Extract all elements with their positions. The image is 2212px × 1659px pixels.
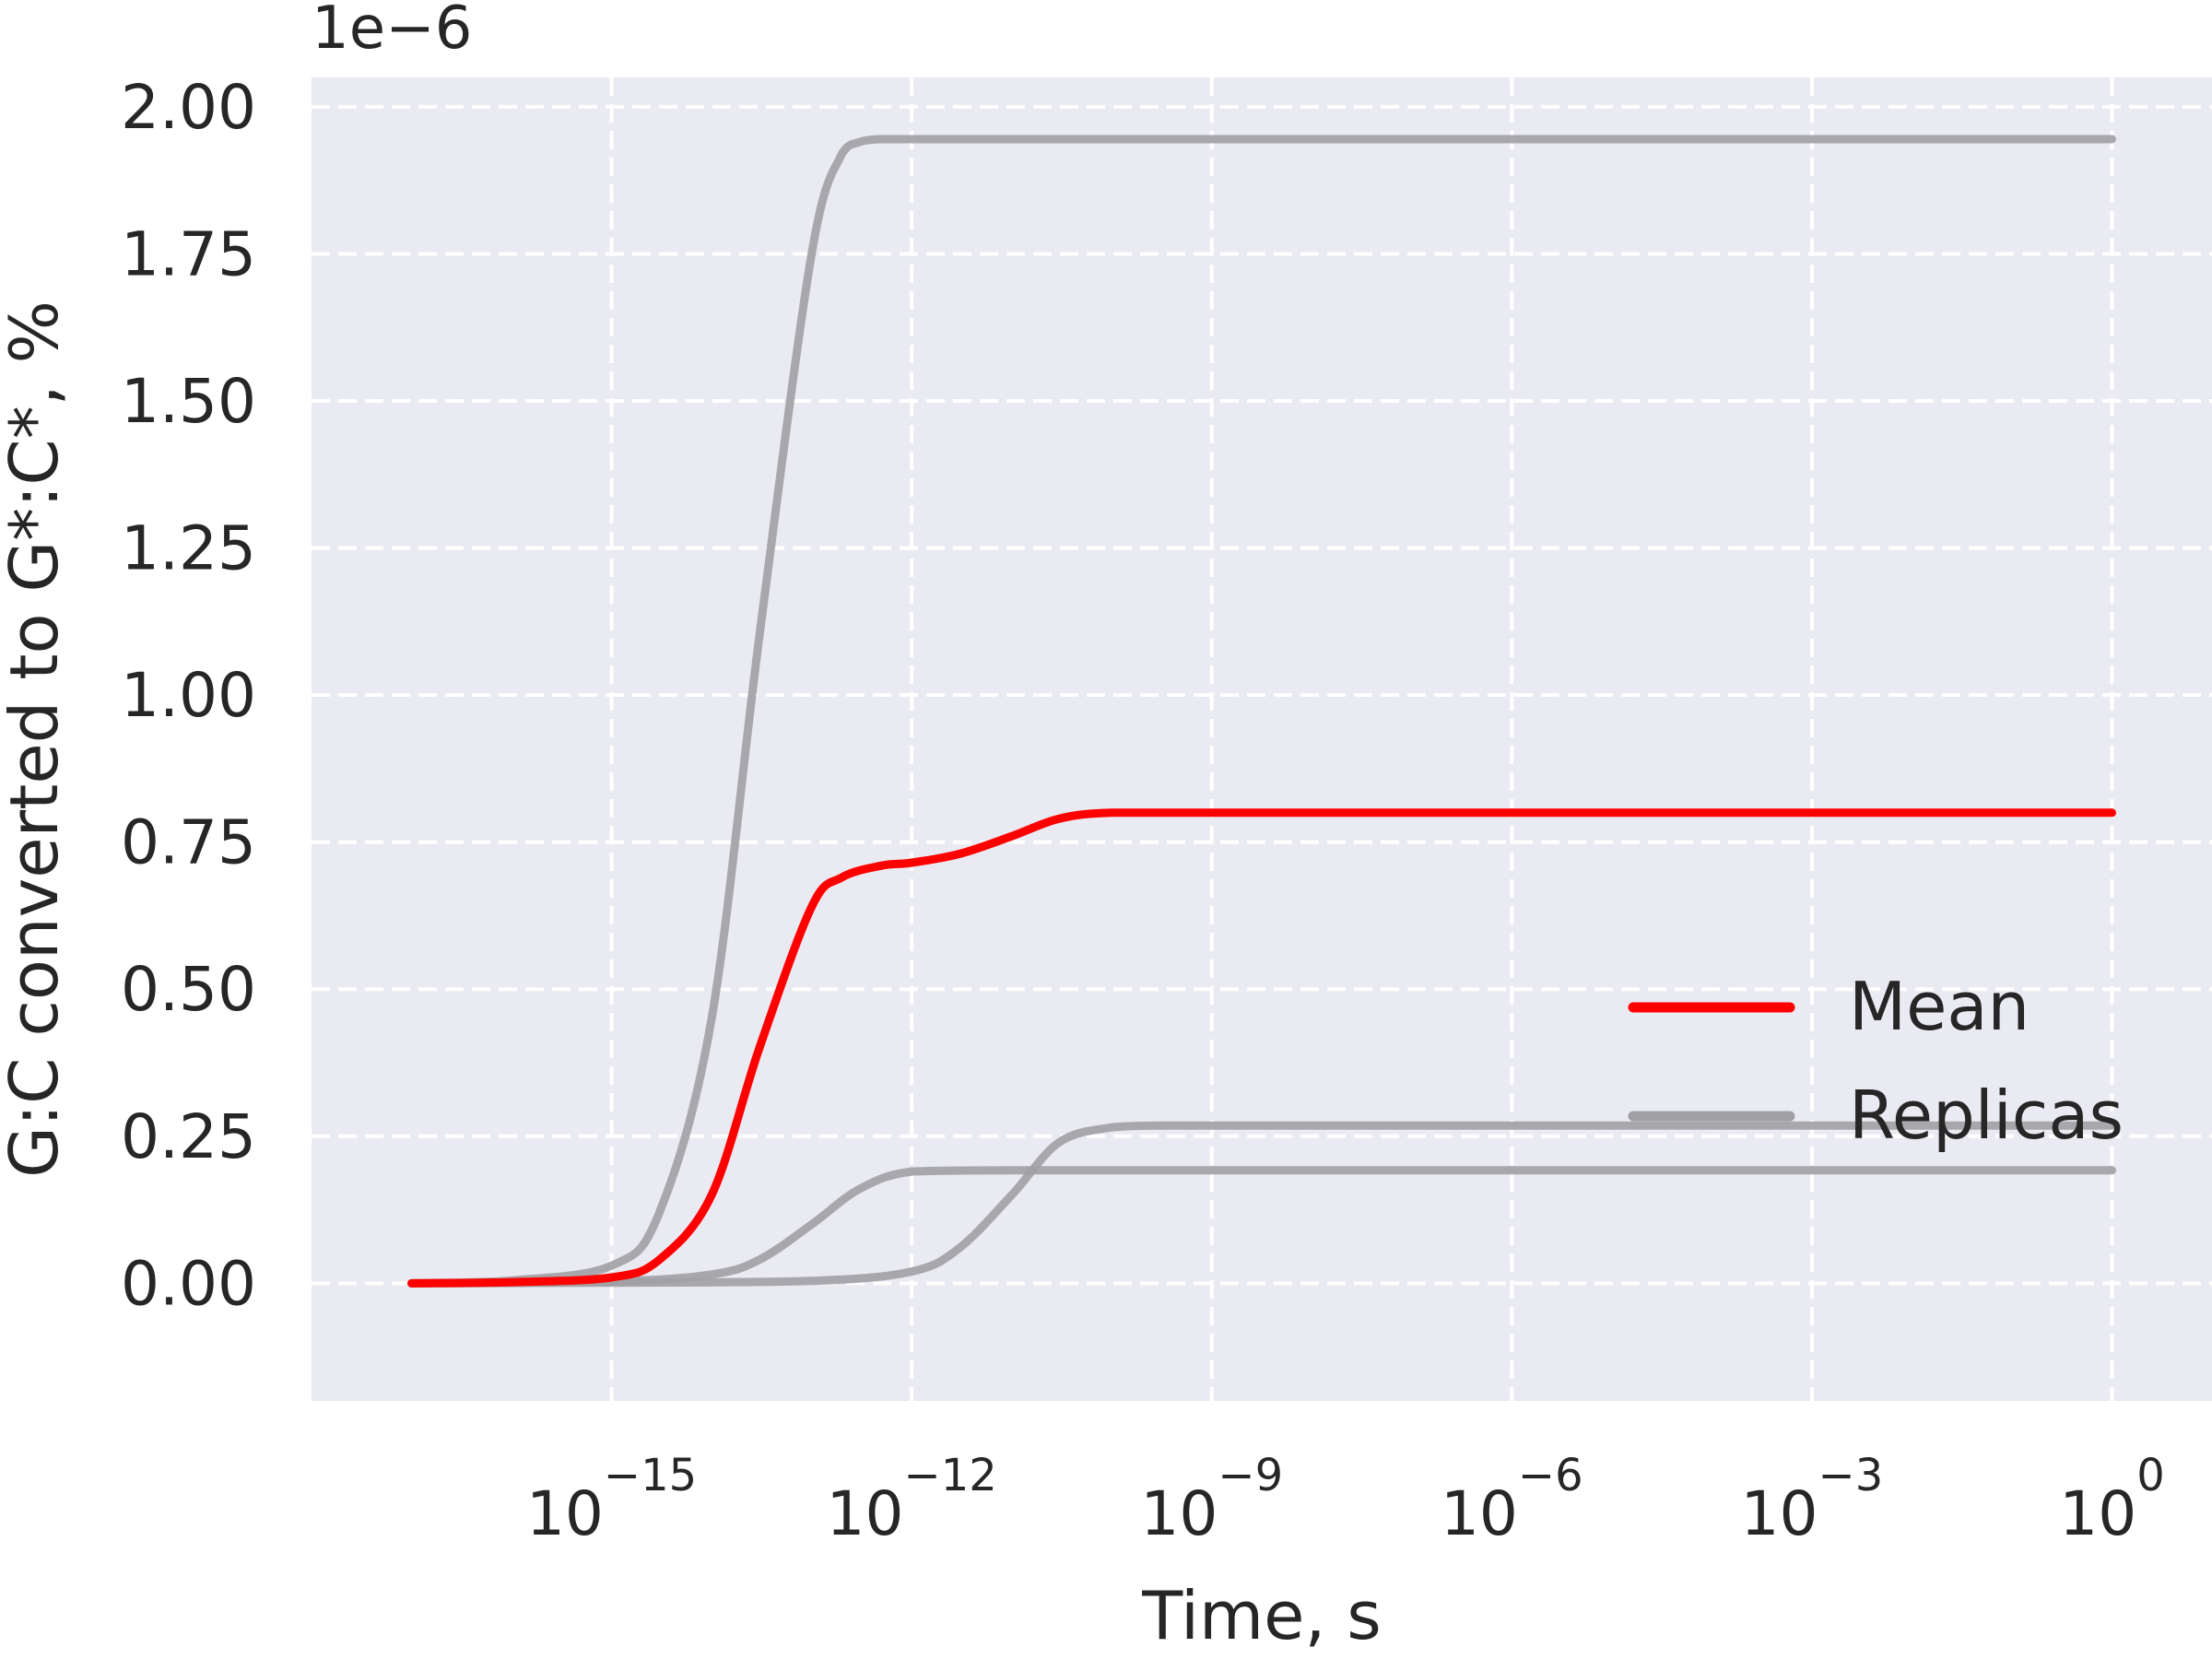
y-tick-label: 0.50: [121, 954, 256, 1025]
series-lines: [407, 135, 2116, 1288]
x-tick-label: 10−15: [526, 1450, 697, 1549]
y-tick-label: 0.00: [121, 1248, 256, 1319]
y-axis-title: G:C converted to G*:C*, %: [0, 300, 73, 1178]
x-tick-exponent: −12: [904, 1450, 997, 1501]
x-tick-base: 10: [1140, 1478, 1218, 1549]
x-tick-exponent: 0: [2136, 1450, 2165, 1501]
legend-label: Replicas: [1849, 1077, 2124, 1154]
x-tick-base: 10: [1741, 1478, 1818, 1549]
y-tick-label: 1.75: [121, 218, 256, 289]
replica-series-line: [407, 1166, 2116, 1288]
x-tick-base: 10: [2059, 1478, 2136, 1549]
x-tick-base: 10: [827, 1478, 904, 1549]
x-tick-base: 10: [1441, 1478, 1518, 1549]
x-axis-title: Time, s: [1141, 1577, 1382, 1654]
y-tick-label: 2.00: [121, 72, 256, 143]
x-tick-exponent: −6: [1518, 1450, 1583, 1501]
y-tick-label: 0.75: [121, 807, 256, 878]
legend: Mean Replicas: [1628, 968, 2124, 1154]
y-offset-text: 1e−6: [312, 0, 472, 63]
replica-series-line: [407, 135, 2116, 1288]
x-tick-label: 10−3: [1741, 1450, 1884, 1549]
y-tick-label: 0.25: [121, 1101, 256, 1172]
x-tick-label: 10−6: [1441, 1450, 1583, 1549]
y-tick-label: 1.50: [121, 366, 256, 437]
x-tick-exponent: −3: [1818, 1450, 1884, 1501]
x-tick-base: 10: [526, 1478, 604, 1549]
y-tick-label: 1.00: [121, 660, 256, 731]
replica-series-line: [407, 1121, 2116, 1288]
y-tick-label: 1.25: [121, 513, 256, 584]
plot-background: [312, 77, 2212, 1401]
legend-label: Mean: [1849, 968, 2030, 1045]
grid-lines: [312, 77, 2212, 1401]
x-tick-label: 10−12: [827, 1450, 997, 1549]
tick-labels: 10−1510−1210−910−610−31000.000.250.500.7…: [121, 72, 2165, 1549]
mean-series-line: [407, 808, 2116, 1288]
x-tick-label: 100: [2059, 1450, 2165, 1549]
x-tick-exponent: −15: [604, 1450, 697, 1501]
x-tick-label: 10−9: [1140, 1450, 1283, 1549]
x-tick-exponent: −9: [1218, 1450, 1283, 1501]
